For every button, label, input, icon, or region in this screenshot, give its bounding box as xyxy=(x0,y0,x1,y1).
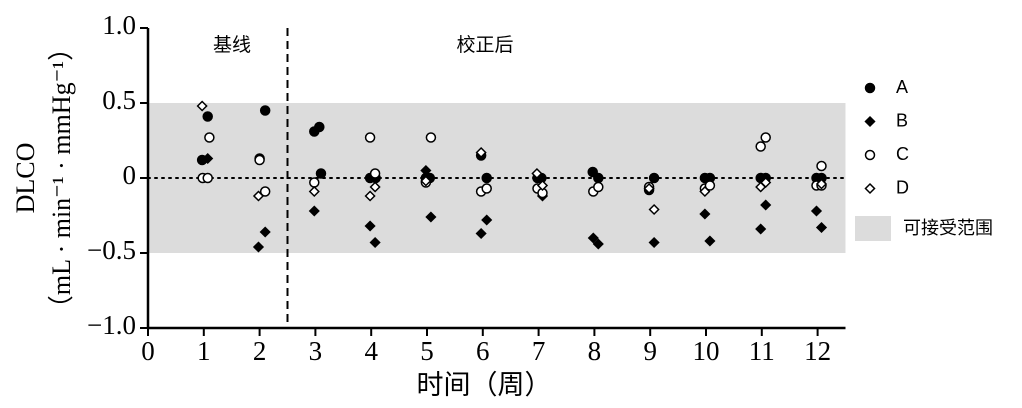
x-tick-label: 2 xyxy=(253,336,267,366)
point xyxy=(259,105,271,116)
point xyxy=(252,190,265,202)
x-tick-label: 4 xyxy=(364,336,378,366)
point xyxy=(420,164,432,177)
point xyxy=(699,208,711,220)
point xyxy=(475,227,487,240)
series xyxy=(196,105,827,196)
point xyxy=(425,211,437,223)
legend-label: C xyxy=(896,144,909,164)
legend-band-swatch xyxy=(855,216,891,241)
point xyxy=(369,168,381,179)
point xyxy=(364,132,376,143)
point xyxy=(755,141,766,152)
x-tick-label: 6 xyxy=(476,336,490,366)
point xyxy=(196,100,208,112)
point xyxy=(481,183,492,194)
point xyxy=(593,181,604,193)
x-tick-label: 8 xyxy=(588,336,602,366)
y-tick-label: −1.0 xyxy=(87,310,136,340)
series xyxy=(196,100,828,216)
x-axis-label: 时间（周） xyxy=(417,370,552,400)
point xyxy=(259,186,271,197)
legend-label: A xyxy=(896,77,908,97)
y-axis-label: DLCO xyxy=(11,143,40,214)
point xyxy=(204,132,215,143)
x-tick-label: 3 xyxy=(309,336,323,366)
legend-marker xyxy=(864,115,876,128)
point xyxy=(648,203,660,216)
point xyxy=(760,176,772,189)
point xyxy=(254,154,265,166)
y-tick-label: 0 xyxy=(123,160,137,190)
point xyxy=(643,182,655,195)
x-tick-label: 12 xyxy=(804,336,831,366)
point xyxy=(587,232,599,244)
x-tick-label: 1 xyxy=(197,336,211,366)
x-tick-label: 7 xyxy=(532,336,546,366)
point xyxy=(481,172,492,184)
x-tick-label: 11 xyxy=(749,336,775,366)
point xyxy=(699,185,711,198)
x-tick-label: 10 xyxy=(693,336,720,366)
x-tick-label: 0 xyxy=(141,336,155,366)
point xyxy=(308,185,320,198)
y-tick-label: 0.5 xyxy=(102,85,136,115)
point xyxy=(755,223,767,235)
x-tick-label: 9 xyxy=(643,336,657,366)
point xyxy=(815,178,828,190)
y-tick-label: 1.0 xyxy=(102,10,136,40)
point xyxy=(202,152,214,165)
point xyxy=(816,160,827,172)
point xyxy=(704,235,716,247)
annotation: 校正后 xyxy=(456,34,513,56)
point xyxy=(475,146,487,159)
series xyxy=(202,152,828,253)
point xyxy=(309,177,320,188)
point xyxy=(815,221,828,234)
legend-label: D xyxy=(896,177,909,197)
point xyxy=(308,205,320,217)
point xyxy=(364,220,376,232)
point xyxy=(760,199,772,211)
legend-label: B xyxy=(896,110,908,130)
y-tick-label: −0.5 xyxy=(87,235,136,265)
point xyxy=(481,214,493,226)
point xyxy=(648,236,660,249)
point xyxy=(369,236,381,249)
legend-marker xyxy=(864,149,876,161)
point xyxy=(648,172,660,184)
point xyxy=(810,205,823,217)
point xyxy=(259,226,271,238)
point xyxy=(592,238,604,250)
legend-marker xyxy=(864,82,876,94)
point xyxy=(364,190,376,202)
x-tick-label: 5 xyxy=(420,336,434,366)
point xyxy=(593,172,604,184)
legend-marker xyxy=(864,182,876,195)
point xyxy=(536,179,549,192)
point xyxy=(314,121,325,133)
point xyxy=(760,132,771,143)
y-axis-label: （mL · min⁻¹ · mmHg⁻¹） xyxy=(47,35,76,321)
point xyxy=(425,132,437,143)
annotation: 基线 xyxy=(213,34,251,56)
point xyxy=(369,181,381,193)
legend-label: 可接受范围 xyxy=(903,218,993,238)
point xyxy=(202,172,213,184)
point xyxy=(202,111,213,122)
point xyxy=(420,175,432,187)
point xyxy=(252,241,265,253)
point xyxy=(531,167,543,180)
point xyxy=(704,180,716,191)
point xyxy=(315,168,327,179)
